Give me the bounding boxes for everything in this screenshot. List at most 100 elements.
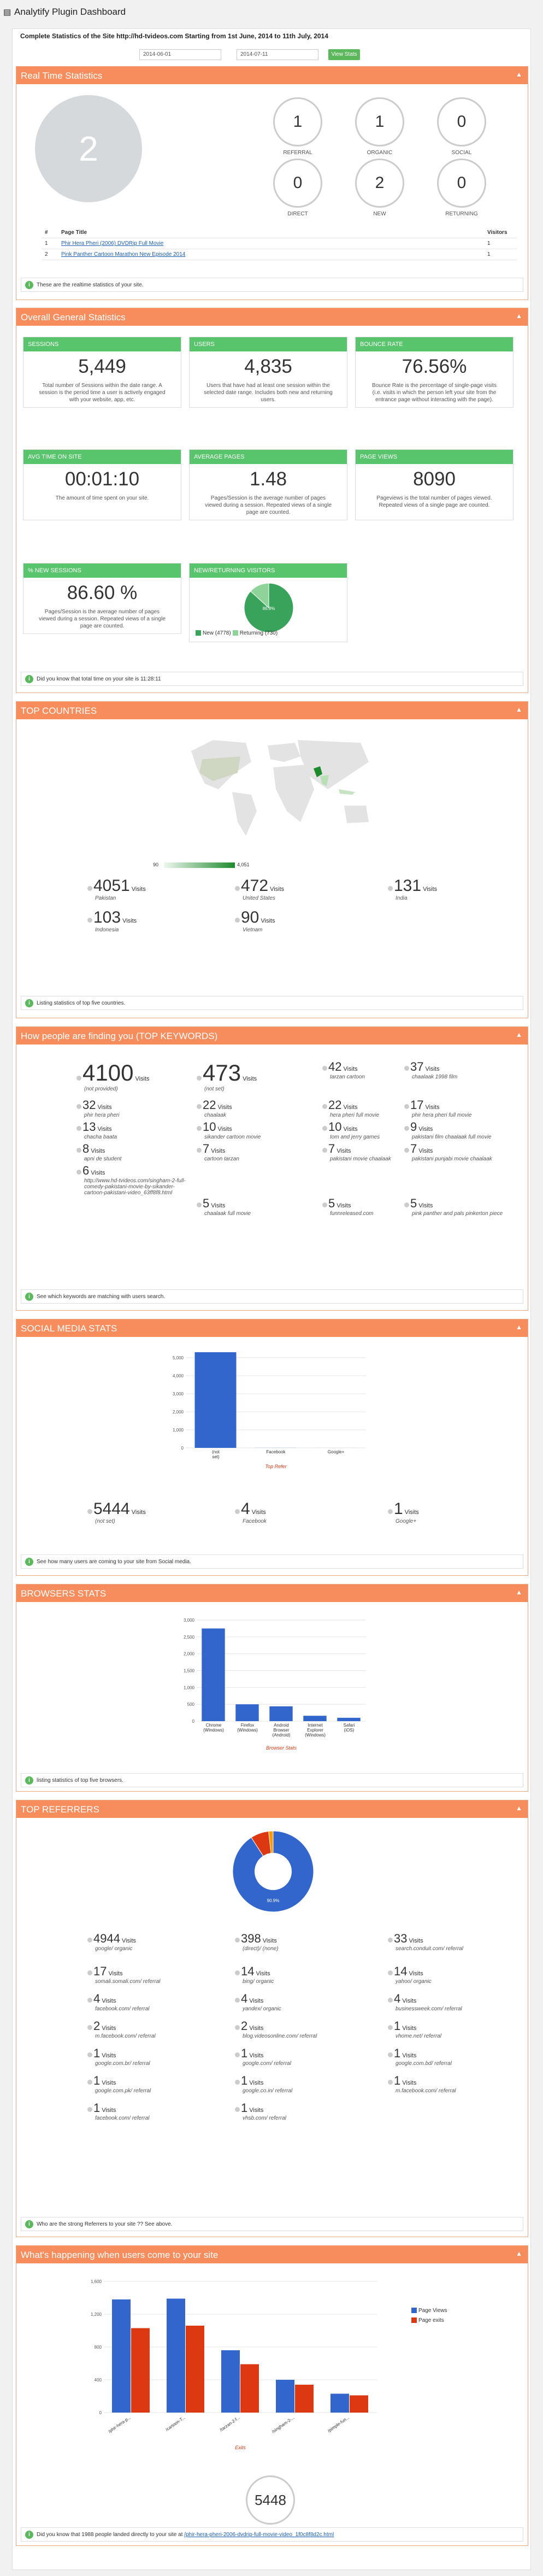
- note-text: See which keywords are matching with use…: [37, 1294, 166, 1300]
- stat-number: 398: [241, 1932, 261, 1945]
- stat-number: 22: [203, 1098, 216, 1112]
- asia-shape: [298, 740, 369, 789]
- stat-unit: Visits: [91, 1148, 105, 1154]
- realtime-ring: 1: [273, 97, 322, 146]
- stat-item: 5444 Visits (not set): [87, 1500, 197, 1524]
- happening-section: What's happening when users come to your…: [16, 2245, 528, 2546]
- stat-dot: [235, 2025, 240, 2030]
- collapse-icon[interactable]: ▲: [516, 1588, 522, 1596]
- social-bar-chart: 0 1,000 2,000 3,000 4,000 5,000 (not set) Facebo…: [173, 1352, 366, 1469]
- ring-label: ORGANIC: [367, 150, 393, 156]
- social-section: SOCIAL MEDIA STATS ▲ 0 1,000 2,000 3,000 4,00…: [16, 1319, 528, 1576]
- legend-label: New (4778): [203, 630, 231, 636]
- general-stats-section: Overall General Statistics ▲ SESSIONS 5,44…: [16, 308, 528, 693]
- stat-label: somali.somali.com/ referral: [95, 1979, 161, 1985]
- stat-label: chaalaak 1998 film: [412, 1074, 458, 1080]
- bar: [295, 2385, 314, 2413]
- stat-number: 1: [93, 2046, 101, 2060]
- table-row: 1 Phir Hera Pheri (2006) DVDRip Full Mov…: [42, 238, 517, 249]
- stat-label: google.com.pk/ referral: [95, 2088, 151, 2094]
- info-icon: i: [25, 1558, 33, 1566]
- stat-number: 131: [394, 877, 422, 895]
- stat-item: 398 Visits (direct)/ (none): [235, 1932, 344, 1952]
- stat-item: 13 Visits chacha baata: [76, 1120, 186, 1140]
- stat-item: 473 Visits (not set): [197, 1060, 306, 1092]
- card-header: NEW/RETURNING VISITORS: [190, 564, 347, 578]
- stat-unit: Visits: [102, 1998, 116, 2004]
- australia-shape: [344, 806, 369, 823]
- x-axis-label: Top Refer: [265, 1464, 287, 1469]
- new-returning-pie: 86.8%: [244, 583, 294, 633]
- stat-item: 4 Visits Facebook: [235, 1500, 344, 1524]
- section-header[interactable]: TOP COUNTRIES ▲: [16, 702, 528, 719]
- stat-unit: Visits: [425, 1066, 440, 1072]
- stat-number: 7: [410, 1142, 417, 1155]
- section-header[interactable]: TOP REFERRERS ▲: [16, 1800, 528, 1818]
- collapse-icon[interactable]: ▲: [516, 2250, 522, 2257]
- stat-unit: Visits: [102, 2025, 116, 2032]
- stat-dot: [87, 1509, 92, 1514]
- stat-dot: [87, 2107, 92, 2112]
- stat-label: google.com/ referral: [243, 2061, 291, 2067]
- collapse-icon[interactable]: ▲: [516, 1804, 522, 1812]
- date-to-input[interactable]: 2014-07-11: [237, 49, 318, 60]
- india-shape: [320, 775, 329, 786]
- section-header[interactable]: What's happening when users come to your…: [16, 2246, 528, 2263]
- stat-number: 14: [241, 1964, 255, 1978]
- page-link[interactable]: Phir Hera Pheri (2006) DVDRip Full Movie: [61, 240, 164, 247]
- realtime-section: Real Time Statistics ▲ 2 1 REFERRAL 1 ORGANI…: [16, 66, 528, 300]
- ring-label: NEW: [373, 211, 386, 217]
- stat-unit: Visits: [343, 1104, 358, 1111]
- collapse-icon[interactable]: ▲: [516, 312, 522, 320]
- africa-shape: [273, 765, 314, 822]
- stat-number: 1: [93, 2101, 101, 2115]
- stat-dot: [87, 2025, 92, 2030]
- countries-section: TOP COUNTRIES ▲ 90 4,051 4051 Visits Pakist…: [16, 701, 528, 1018]
- collapse-icon[interactable]: ▲: [516, 1031, 522, 1038]
- stat-unit: Visits: [404, 1509, 419, 1516]
- stat-label: http://www.hd-tvideos.com/singham-2-full…: [84, 1178, 186, 1196]
- date-from-input[interactable]: 2014-06-01: [139, 49, 221, 60]
- dashboard-panel: Complete Statistics of the Site http://h…: [12, 28, 531, 2570]
- page-link[interactable]: Pink Panther Cartoon Marathon New Episod…: [61, 251, 186, 257]
- y-tick-label: 1,600: [91, 2279, 102, 2284]
- y-tick-label: 1,000: [173, 1428, 184, 1433]
- stat-unit: Visits: [135, 1076, 150, 1082]
- section-header[interactable]: BROWSERS STATS ▲: [16, 1585, 528, 1602]
- stat-dot: [197, 1126, 202, 1131]
- total-exits-circle: 5448: [246, 2475, 295, 2525]
- stat-label: Vietnam: [243, 927, 263, 933]
- stat-dot: [235, 2080, 240, 2085]
- collapse-icon[interactable]: ▲: [516, 71, 522, 78]
- stat-number: 1: [394, 2046, 401, 2060]
- y-tick-label: 800: [95, 2345, 102, 2350]
- info-note: i Listing statistics of top five countrie…: [21, 996, 523, 1010]
- bar: [330, 2393, 349, 2413]
- section-header[interactable]: How people are finding you (TOP KEYWORDS…: [16, 1027, 528, 1045]
- stat-label: cartoon tarzan: [204, 1156, 239, 1162]
- stat-unit: Visits: [402, 1998, 417, 2004]
- section-header[interactable]: SOCIAL MEDIA STATS ▲: [16, 1319, 528, 1337]
- stat-number: 4: [93, 1992, 101, 2005]
- stat-unit: Visits: [409, 1970, 423, 1977]
- stat-unit: Visits: [425, 1104, 440, 1111]
- stat-item: 22 Visits hera pheri full movie: [322, 1098, 432, 1118]
- info-icon: i: [25, 281, 33, 289]
- section-header[interactable]: Real Time Statistics ▲: [16, 67, 528, 84]
- collapse-icon[interactable]: ▲: [516, 706, 522, 713]
- info-note: i See how many users are coming to your s…: [21, 1554, 523, 1569]
- stat-label: vhome.net/ referral: [396, 2033, 441, 2039]
- stat-number: 1: [394, 2019, 401, 2033]
- stat-label: (direct)/ (none): [243, 1946, 279, 1952]
- stat-label: tarzan cartoon: [330, 1074, 365, 1080]
- legend-label: Page Views: [418, 2308, 447, 2314]
- map-scale-bar: [164, 862, 235, 868]
- collapse-icon[interactable]: ▲: [516, 1323, 522, 1331]
- x-tick-label: Chrome (Windows): [203, 1723, 224, 1733]
- table-header: Visitors: [484, 227, 517, 238]
- stat-number: 13: [82, 1120, 96, 1134]
- stat-label: yandex/ organic: [243, 2006, 281, 2012]
- view-stats-button[interactable]: View Stats: [328, 49, 360, 60]
- landing-page-link[interactable]: /phir-hera-pheri-2006-dvdrip-full-movie-…: [184, 2532, 334, 2538]
- section-header[interactable]: Overall General Statistics ▲: [16, 308, 528, 326]
